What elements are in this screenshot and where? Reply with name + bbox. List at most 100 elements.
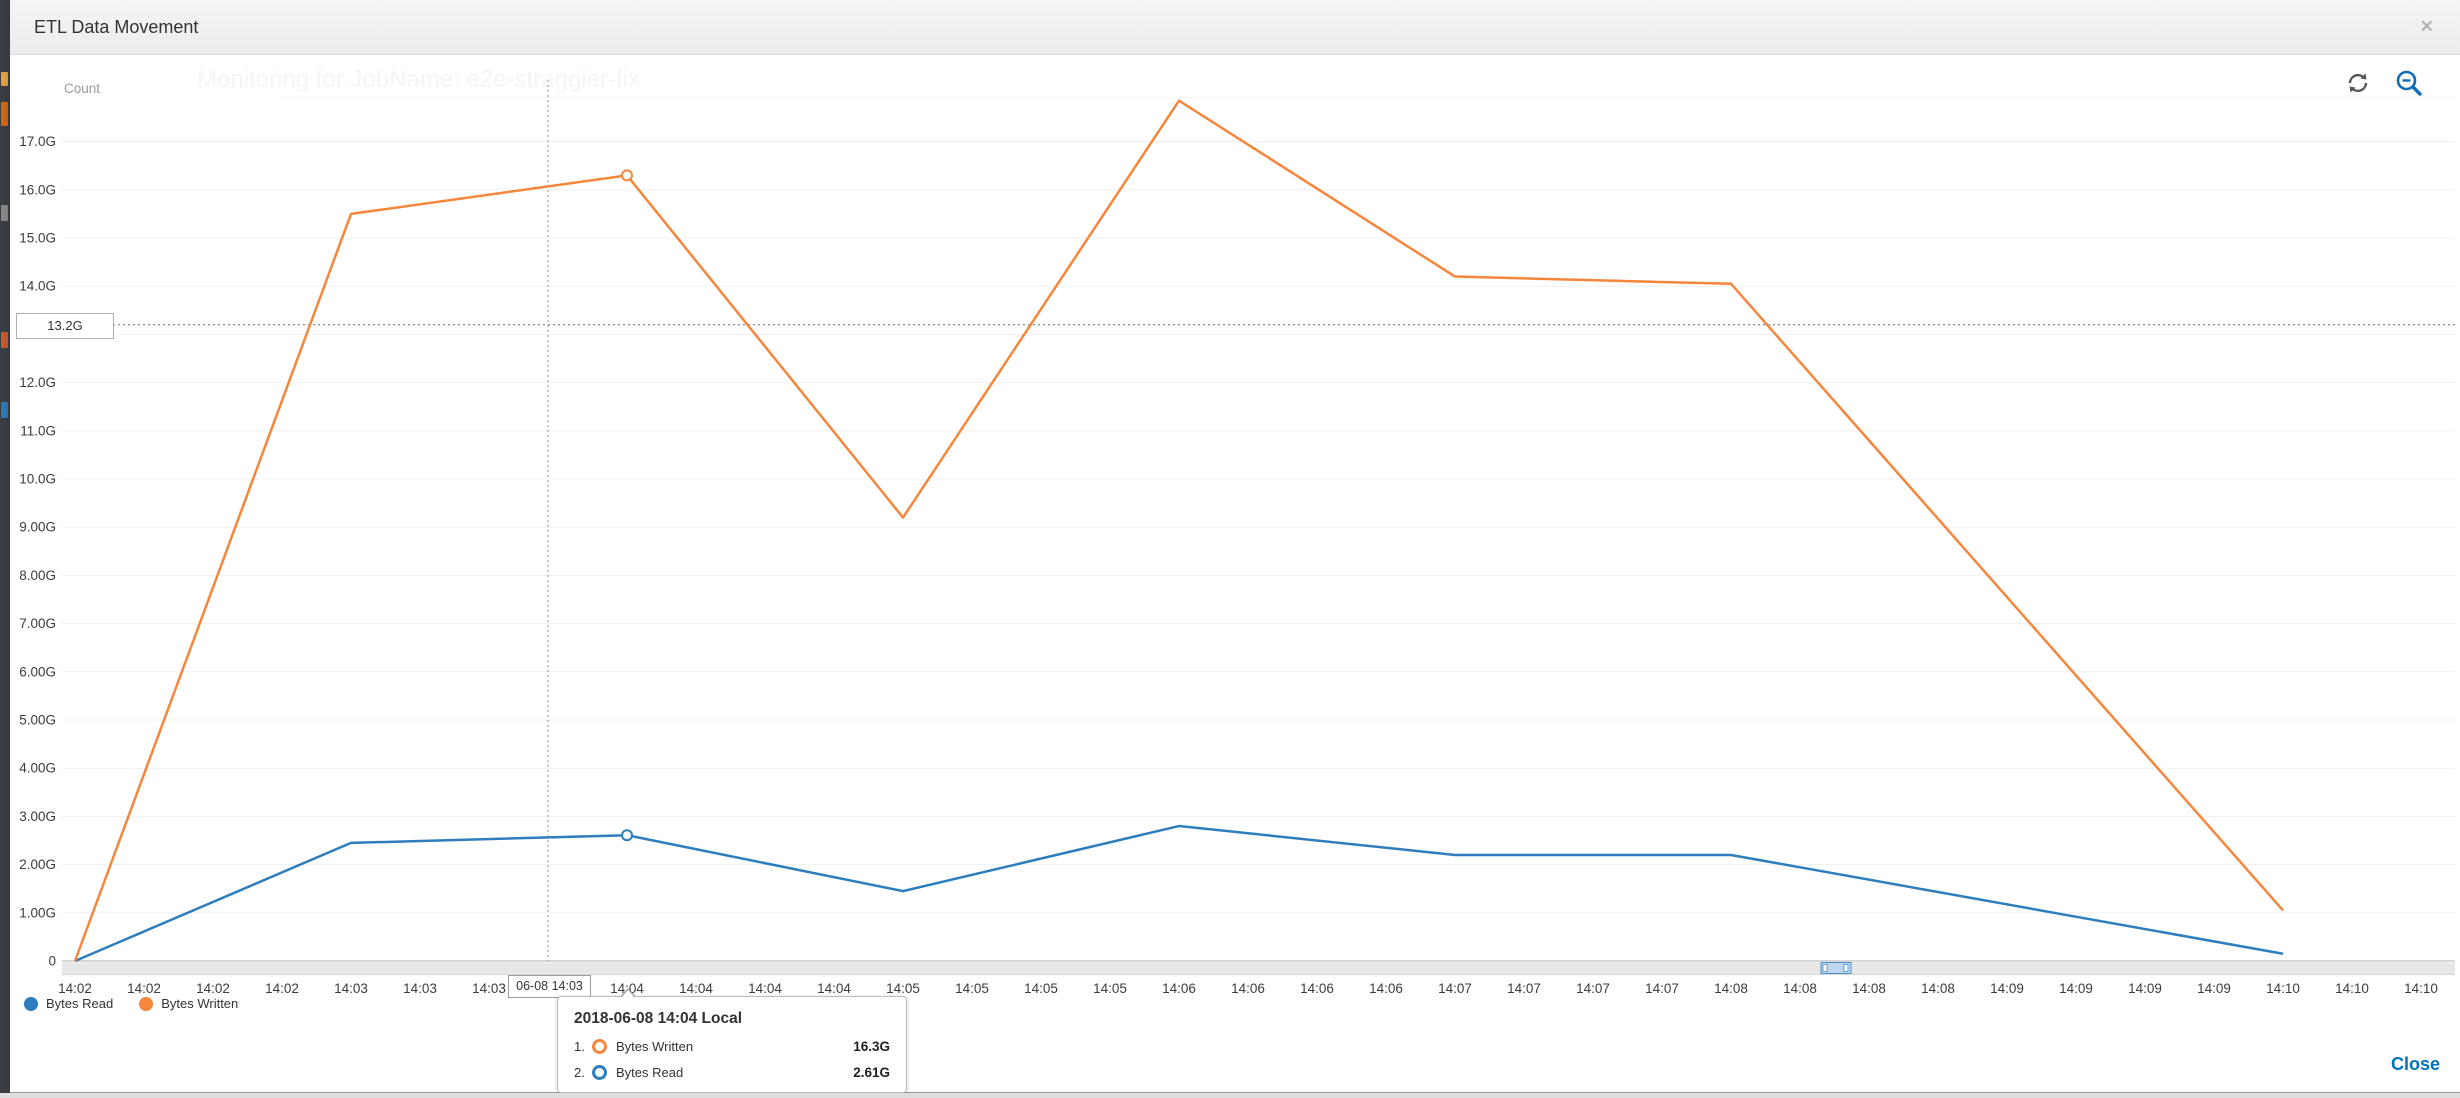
y-tick-label: 9.00G [19,520,56,535]
y-tick-label: 7.00G [19,616,56,631]
x-tick-label: 14:09 [2128,981,2162,996]
x-tick-label: 14:04 [817,981,851,996]
tooltip-row-value: 16.3G [853,1039,890,1054]
crosshair-x-value-box: 06-08 14:03 [508,975,591,998]
crosshair-y-value-box: 13.2G [16,313,114,339]
y-tick-label: 2.00G [19,857,56,872]
tooltip-row: 2. Bytes Read 2.61G [574,1065,890,1080]
legend-label: Bytes Written [161,996,239,1011]
x-tick-label: 14:08 [1921,981,1955,996]
x-tick-label: 14:08 [1852,981,1886,996]
x-tick-label: 14:06 [1162,981,1196,996]
legend-item[interactable]: Bytes Written [139,996,238,1011]
legend-color-dot-icon [139,996,154,1011]
x-tick-label: 14:02 [196,981,230,996]
chart-legend: Bytes Read Bytes Written [24,996,238,1011]
y-axis-title: Count [64,81,100,96]
tooltip-row-label: Bytes Written [616,1039,694,1054]
x-tick-label: 14:02 [265,981,299,996]
hover-marker [621,169,633,182]
legend-label: Bytes Read [46,996,114,1011]
x-tick-label: 14:03 [472,981,506,996]
page-below-modal [0,1093,2460,1098]
time-range-brush[interactable] [1820,962,1852,974]
x-tick-label: 14:10 [2335,981,2369,996]
x-tick-label: 14:05 [1024,981,1058,996]
chart-tooltip: 2018-06-08 14:04 Local 1. Bytes Written … [557,988,907,1093]
x-tick-label: 14:10 [2266,981,2300,996]
tooltip-row-index: 1. [574,1039,585,1054]
x-tick-label: 14:06 [1369,981,1403,996]
background-fragment [1,332,8,348]
x-tick-label: 14:02 [58,981,92,996]
close-button[interactable]: Close [2390,1054,2440,1074]
x-tick-label: 14:07 [1576,981,1610,996]
chart-controls [2344,68,2424,98]
y-tick-label: 5.00G [19,713,56,728]
tooltip-row-label: Bytes Read [616,1065,684,1080]
x-tick-label: 14:08 [1714,981,1748,996]
refresh-icon[interactable] [2344,69,2372,97]
x-tick-label: 14:03 [403,981,437,996]
y-tick-label: 16.0G [19,182,56,197]
y-tick-label: 17.0G [19,134,56,149]
tooltip-row: 1. Bytes Written 16.3G [574,1039,890,1054]
tooltip-title: 2018-06-08 14:04 Local [574,1010,743,1027]
modal-title: ETL Data Movement [34,17,199,37]
x-tick-label: 14:04 [748,981,782,996]
y-tick-label: 0 [48,954,56,969]
legend-item[interactable]: Bytes Read [24,996,113,1011]
bytes-read-ring-icon [592,1065,607,1080]
etl-data-movement-modal: ETL Data Movement ✕ Monitoring for JobNa… [10,0,2460,1093]
x-tick-label: 14:04 [679,981,713,996]
tooltip-row-value: 2.61G [853,1065,890,1080]
y-tick-label: 6.00G [19,664,56,679]
x-tick-label: 14:06 [1231,981,1265,996]
x-tick-label: 14:06 [1300,981,1334,996]
x-tick-label: 14:09 [2197,981,2231,996]
x-tick-label: 14:10 [2404,981,2438,996]
x-axis-band [62,962,2455,975]
close-icon[interactable]: ✕ [2419,17,2434,36]
background-fragment [1,102,8,126]
x-tick-label: 14:08 [1783,981,1817,996]
x-tick-label: 14:07 [1507,981,1541,996]
bytes-written-ring-icon [592,1039,607,1054]
background-page-edge [0,0,10,1098]
y-tick-label: 10.0G [19,472,56,487]
brush-handle-right[interactable] [1843,964,1849,972]
series-line-bytes-written [73,99,2284,962]
y-tick-label: 4.00G [19,761,56,776]
x-tick-label: 14:09 [1990,981,2024,996]
y-tick-label: 12.0G [19,375,56,390]
legend-color-dot-icon [24,996,38,1011]
tooltip-row-index: 2. [574,1065,585,1080]
background-watermark-text: Monitoring for JobName: e2e-straggler-fi… [197,66,640,93]
background-fragment [1,72,8,86]
x-tick-label: 14:07 [1438,981,1472,996]
background-fragment [1,205,8,221]
y-tick-label: 8.00G [19,568,56,583]
x-tick-label: 14:05 [886,981,920,996]
y-tick-label: 3.00G [19,809,56,824]
y-tick-label: 1.00G [19,905,56,920]
x-tick-label: 14:02 [127,981,161,996]
modal-header: ETL Data Movement ✕ [10,0,2460,55]
x-tick-label: 14:05 [955,981,989,996]
y-tick-label: 15.0G [19,231,56,246]
x-tick-label: 14:07 [1645,981,1679,996]
x-tick-label: 14:09 [2059,981,2093,996]
y-tick-label: 14.0G [19,279,56,294]
background-fragment [1,402,8,418]
brush-handle-left[interactable] [1822,964,1828,972]
y-tick-label: 11.0G [20,423,56,438]
zoom-out-icon[interactable] [2394,68,2424,98]
series-line-bytes-read [74,824,2284,963]
hover-marker [621,829,633,842]
x-tick-label: 14:03 [334,981,368,996]
x-tick-label: 14:05 [1093,981,1127,996]
tooltip-arrow [621,990,635,998]
